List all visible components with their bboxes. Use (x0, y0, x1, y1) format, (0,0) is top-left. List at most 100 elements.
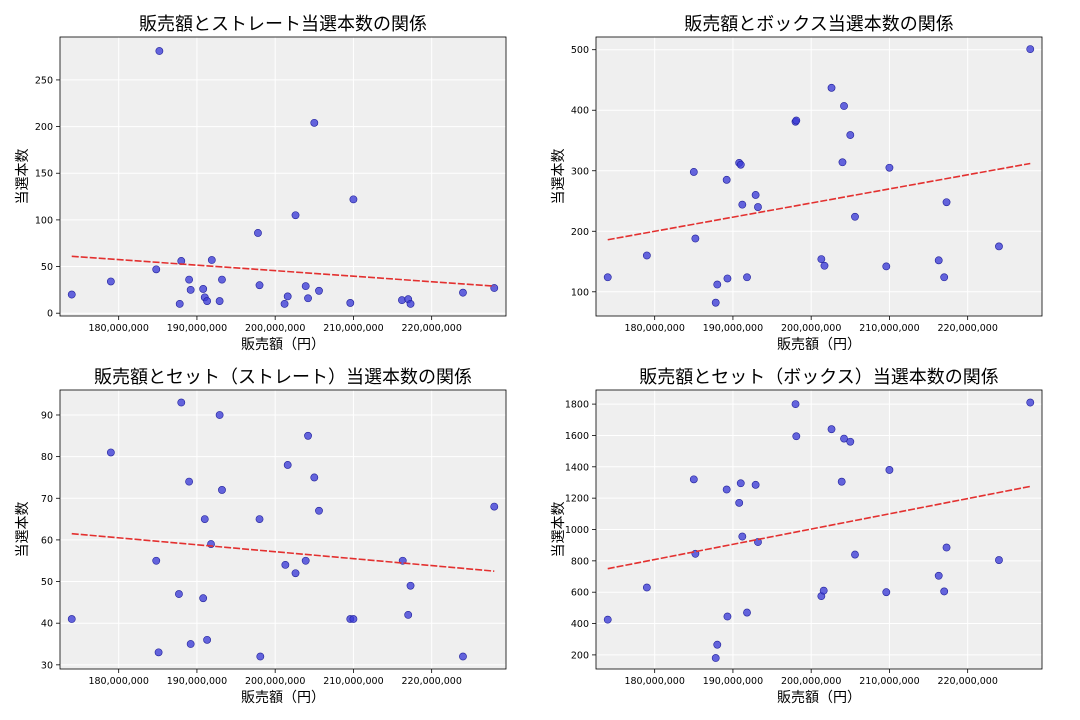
y-tick-label: 30 (41, 660, 53, 671)
scatter-point (67, 615, 76, 623)
y-tick-label: 800 (571, 556, 589, 567)
scatter-point (346, 299, 355, 307)
scatter-point (310, 473, 319, 482)
y-tick-label: 40 (41, 619, 53, 630)
axes-frame (595, 36, 1043, 317)
scatter-point (152, 556, 161, 565)
scatter-point (995, 242, 1003, 251)
scatter-point (199, 285, 208, 293)
scatter-point (817, 255, 826, 264)
scatter-point (207, 256, 216, 264)
scatter-point (735, 498, 744, 507)
scatter-point (67, 290, 76, 299)
y-tick-label: 500 (571, 45, 589, 56)
scatter-point (404, 610, 413, 619)
scatter-point (218, 275, 226, 284)
y-tick-label: 0 (47, 309, 53, 320)
scatter-point (301, 282, 310, 291)
scatter-point (175, 590, 183, 598)
x-tick-label: 190,000,000 (167, 676, 227, 687)
scatter-point (846, 131, 855, 139)
scatter-point (738, 200, 747, 209)
scatter-point (837, 477, 846, 486)
scatter-point (840, 102, 848, 110)
y-axis-label: 当選本数 (551, 149, 567, 205)
scatter-point (713, 640, 722, 649)
scatter-point (723, 612, 732, 621)
scatter-point (154, 648, 163, 657)
x-tick-label: 180,000,000 (624, 676, 684, 687)
scatter-point (1026, 45, 1035, 54)
scatter-point (301, 556, 310, 565)
x-tick-label: 210,000,000 (323, 323, 383, 334)
x-tick-label: 200,000,000 (245, 323, 305, 334)
scatter-point (819, 586, 828, 595)
x-tick-label: 220,000,000 (401, 676, 461, 687)
scatter-point (106, 448, 115, 457)
scatter-point (106, 277, 115, 286)
y-axis-label: 当選本数 (551, 502, 567, 558)
y-tick-label: 1800 (565, 400, 589, 411)
x-tick-label: 180,000,000 (88, 323, 148, 334)
scatter-point (736, 479, 745, 488)
scatter-point (751, 480, 760, 489)
scatter-panel: 180,000,000 190,000,000 200,000,000 210,000… (551, 14, 1043, 353)
scatter-point (291, 211, 300, 220)
scatter-point (711, 654, 720, 662)
x-tick-label: 200,000,000 (781, 676, 841, 687)
scatter-point (642, 251, 651, 260)
scatter-point (691, 234, 700, 243)
scatter-point (642, 583, 651, 592)
scatter-point (215, 411, 224, 419)
scatter-point (754, 538, 762, 546)
scatter-point (280, 299, 289, 308)
y-tick-label: 100 (35, 215, 53, 226)
scatter-point (827, 425, 836, 434)
scatter-point (942, 543, 951, 552)
scatter-point (215, 297, 224, 305)
scatter-point (406, 299, 415, 308)
x-tick-label: 180,000,000 (88, 676, 148, 687)
scatter-point (754, 203, 762, 211)
y-tick-label: 1000 (565, 525, 589, 536)
scatter-point (255, 281, 264, 290)
scatter-point (186, 285, 195, 294)
scatter-point (751, 191, 760, 199)
scatter-point (885, 466, 894, 474)
x-tick-label: 220,000,000 (937, 323, 997, 334)
y-tick-label: 100 (571, 287, 589, 298)
x-tick-label: 190,000,000 (703, 676, 763, 687)
scatter-point (851, 550, 859, 559)
x-tick-label: 220,000,000 (937, 676, 997, 687)
scatter-point (459, 288, 467, 297)
scatter-point (310, 118, 319, 127)
scatter-point (304, 431, 312, 440)
chart-title: 販売額とセット（ストレート）当選本数の関係 (94, 367, 472, 388)
scatter-point (256, 652, 265, 661)
x-tick-label: 210,000,000 (323, 676, 383, 687)
y-tick-label: 50 (41, 262, 53, 273)
scatter-panel: 180,000,000 190,000,000 200,000,000 210,000… (551, 367, 1043, 706)
scatter-point (722, 175, 731, 184)
scatter-point (203, 635, 212, 644)
x-tick-label: 200,000,000 (245, 676, 305, 687)
scatter-point (490, 284, 499, 292)
y-tick-label: 50 (41, 577, 53, 588)
chart-title: 販売額とボックス当選本数の関係 (684, 14, 953, 35)
y-tick-label: 300 (571, 166, 589, 177)
scatter-point (792, 432, 801, 441)
y-axis-label: 当選本数 (15, 149, 31, 205)
x-tick-label: 180,000,000 (624, 323, 684, 334)
scatter-point (791, 400, 800, 409)
scatter-point (738, 532, 747, 541)
scatter-point (283, 461, 292, 469)
scatter-point (603, 273, 612, 282)
scatter-point (882, 588, 891, 597)
scatter-point (882, 262, 891, 271)
scatter-point (743, 608, 751, 617)
scatter-point (200, 515, 209, 523)
scatter-point (349, 615, 358, 623)
scatter-point (722, 485, 731, 494)
scatter-point (218, 486, 226, 494)
